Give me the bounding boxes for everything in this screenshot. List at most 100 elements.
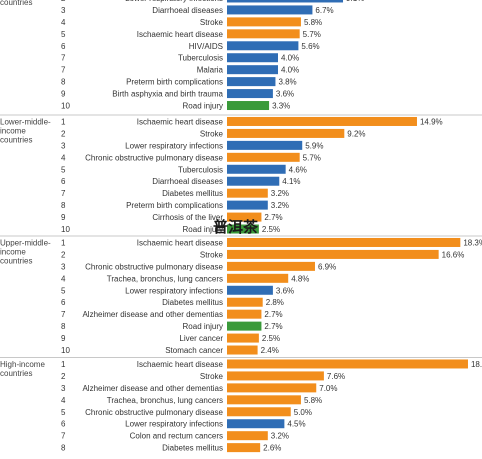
- bar-noncommunicable: [227, 297, 263, 307]
- rank-label: 4: [61, 396, 66, 405]
- bar-noncommunicable: [227, 443, 261, 453]
- cause-label: Ischaemic heart disease: [137, 117, 224, 126]
- rank-label: 9: [61, 334, 66, 343]
- bar-noncommunicable: [227, 116, 417, 126]
- value-label: 4.5%: [287, 420, 305, 429]
- rank-label: 1: [61, 360, 66, 369]
- value-label: 7.0%: [319, 384, 337, 393]
- value-label: 3.2%: [271, 432, 289, 441]
- value-label: 2.5%: [262, 225, 280, 234]
- bar-noncommunicable: [227, 431, 268, 441]
- bar-communicable: [227, 41, 299, 51]
- rank-label: 7: [61, 66, 66, 75]
- rank-label: 5: [61, 30, 66, 39]
- value-label: 18.9%: [471, 360, 482, 369]
- cause-label: Ischaemic heart disease: [137, 238, 224, 247]
- rank-label: 6: [61, 420, 66, 429]
- rank-label: 9: [61, 213, 66, 222]
- rank-label: 7: [61, 54, 66, 63]
- cause-label: Chronic obstructive pulmonary disease: [85, 408, 223, 417]
- cause-label: Road injury: [183, 225, 223, 234]
- rank-label: 5: [61, 286, 66, 295]
- rank-label: 5: [61, 408, 66, 417]
- rank-label: 3: [61, 6, 66, 15]
- value-label: 5.9%: [305, 141, 323, 150]
- cause-label: Preterm birth complications: [126, 201, 223, 210]
- value-label: 5.7%: [303, 30, 321, 39]
- cause-label: Diarrhoeal diseases: [152, 177, 223, 186]
- value-label: 4.1%: [282, 177, 300, 186]
- bar-noncommunicable: [227, 395, 301, 405]
- group-label-low-income-countries: countries: [0, 0, 32, 7]
- rank-label: 5: [61, 165, 66, 174]
- bar-injury: [227, 321, 262, 331]
- value-label: 2.8%: [266, 298, 284, 307]
- value-label: 2.5%: [262, 334, 280, 343]
- bar-communicable: [227, 419, 285, 429]
- rank-label: 10: [61, 346, 70, 355]
- value-label: 5.0%: [294, 408, 312, 417]
- value-label: 5.8%: [304, 18, 322, 27]
- bar-noncommunicable: [227, 29, 300, 39]
- cause-label: Lower respiratory infections: [125, 420, 223, 429]
- value-label: 7.6%: [327, 372, 345, 381]
- rank-label: 7: [61, 189, 66, 198]
- cause-label: Tuberculosis: [178, 54, 223, 63]
- value-label: 2.7%: [264, 310, 282, 319]
- cause-label: Liver cancer: [179, 334, 223, 343]
- cause-label: Diabetes mellitus: [162, 189, 223, 198]
- cause-label: Lower respiratory infections: [125, 141, 223, 150]
- value-label: 4.0%: [281, 66, 299, 75]
- bar-communicable: [227, 140, 303, 150]
- cause-label: Stroke: [200, 129, 224, 138]
- bar-noncommunicable: [227, 249, 439, 259]
- bar-noncommunicable: [227, 309, 262, 319]
- rank-label: 3: [61, 262, 66, 271]
- value-label: 16.6%: [442, 250, 465, 259]
- value-label: 2.7%: [264, 322, 282, 331]
- cause-label: Diabetes mellitus: [162, 298, 223, 307]
- bar-communicable: [227, 164, 286, 174]
- cause-label: Preterm birth complications: [126, 78, 223, 87]
- value-label: 5.7%: [303, 153, 321, 162]
- rank-label: 2: [61, 129, 66, 138]
- bar-injury: [227, 101, 270, 111]
- rank-label: 4: [61, 18, 66, 27]
- value-label: 4.6%: [289, 165, 307, 174]
- cause-label: Diarrhoeal diseases: [152, 6, 223, 15]
- value-label: 5.8%: [304, 396, 322, 405]
- bar-communicable: [227, 0, 344, 3]
- rank-label: 8: [61, 322, 66, 331]
- value-label: 2.4%: [261, 346, 279, 355]
- cause-label: Lower respiratory infections: [125, 286, 223, 295]
- group-label-lower-middle-income-countries: income: [0, 127, 26, 136]
- group-label-high-income-countries: countries: [0, 369, 32, 378]
- rank-label: 6: [61, 42, 66, 51]
- rank-label: 3: [61, 141, 66, 150]
- watermark-text: 普洱茶: [213, 218, 259, 236]
- cause-label: Ischaemic heart disease: [137, 30, 224, 39]
- rank-label: 6: [61, 177, 66, 186]
- bar-communicable: [227, 53, 278, 63]
- bar-communicable: [227, 176, 280, 186]
- cause-label: Stomach cancer: [165, 346, 223, 355]
- bar-noncommunicable: [227, 407, 291, 417]
- bar-noncommunicable: [227, 359, 468, 369]
- cause-label: Stroke: [200, 372, 224, 381]
- group-label-upper-middle-income-countries: countries: [0, 257, 32, 266]
- rank-label: 6: [61, 298, 66, 307]
- cause-label: Birth asphyxia and birth trauma: [112, 90, 223, 99]
- value-label: 18.3%: [463, 238, 482, 247]
- cause-label: Malaria: [197, 66, 224, 75]
- bar-noncommunicable: [227, 237, 461, 247]
- cause-label: Road injury: [183, 322, 223, 331]
- cause-label: Tuberculosis: [178, 165, 223, 174]
- value-label: 4.8%: [291, 274, 309, 283]
- rank-label: 2: [61, 250, 66, 259]
- group-label-lower-middle-income-countries: countries: [0, 136, 32, 145]
- bar-communicable: [227, 285, 273, 295]
- value-label: 2.7%: [264, 213, 282, 222]
- cause-label: Colon and rectum cancers: [130, 432, 223, 441]
- rank-label: 8: [61, 201, 66, 210]
- cause-label: Road injury: [183, 102, 223, 111]
